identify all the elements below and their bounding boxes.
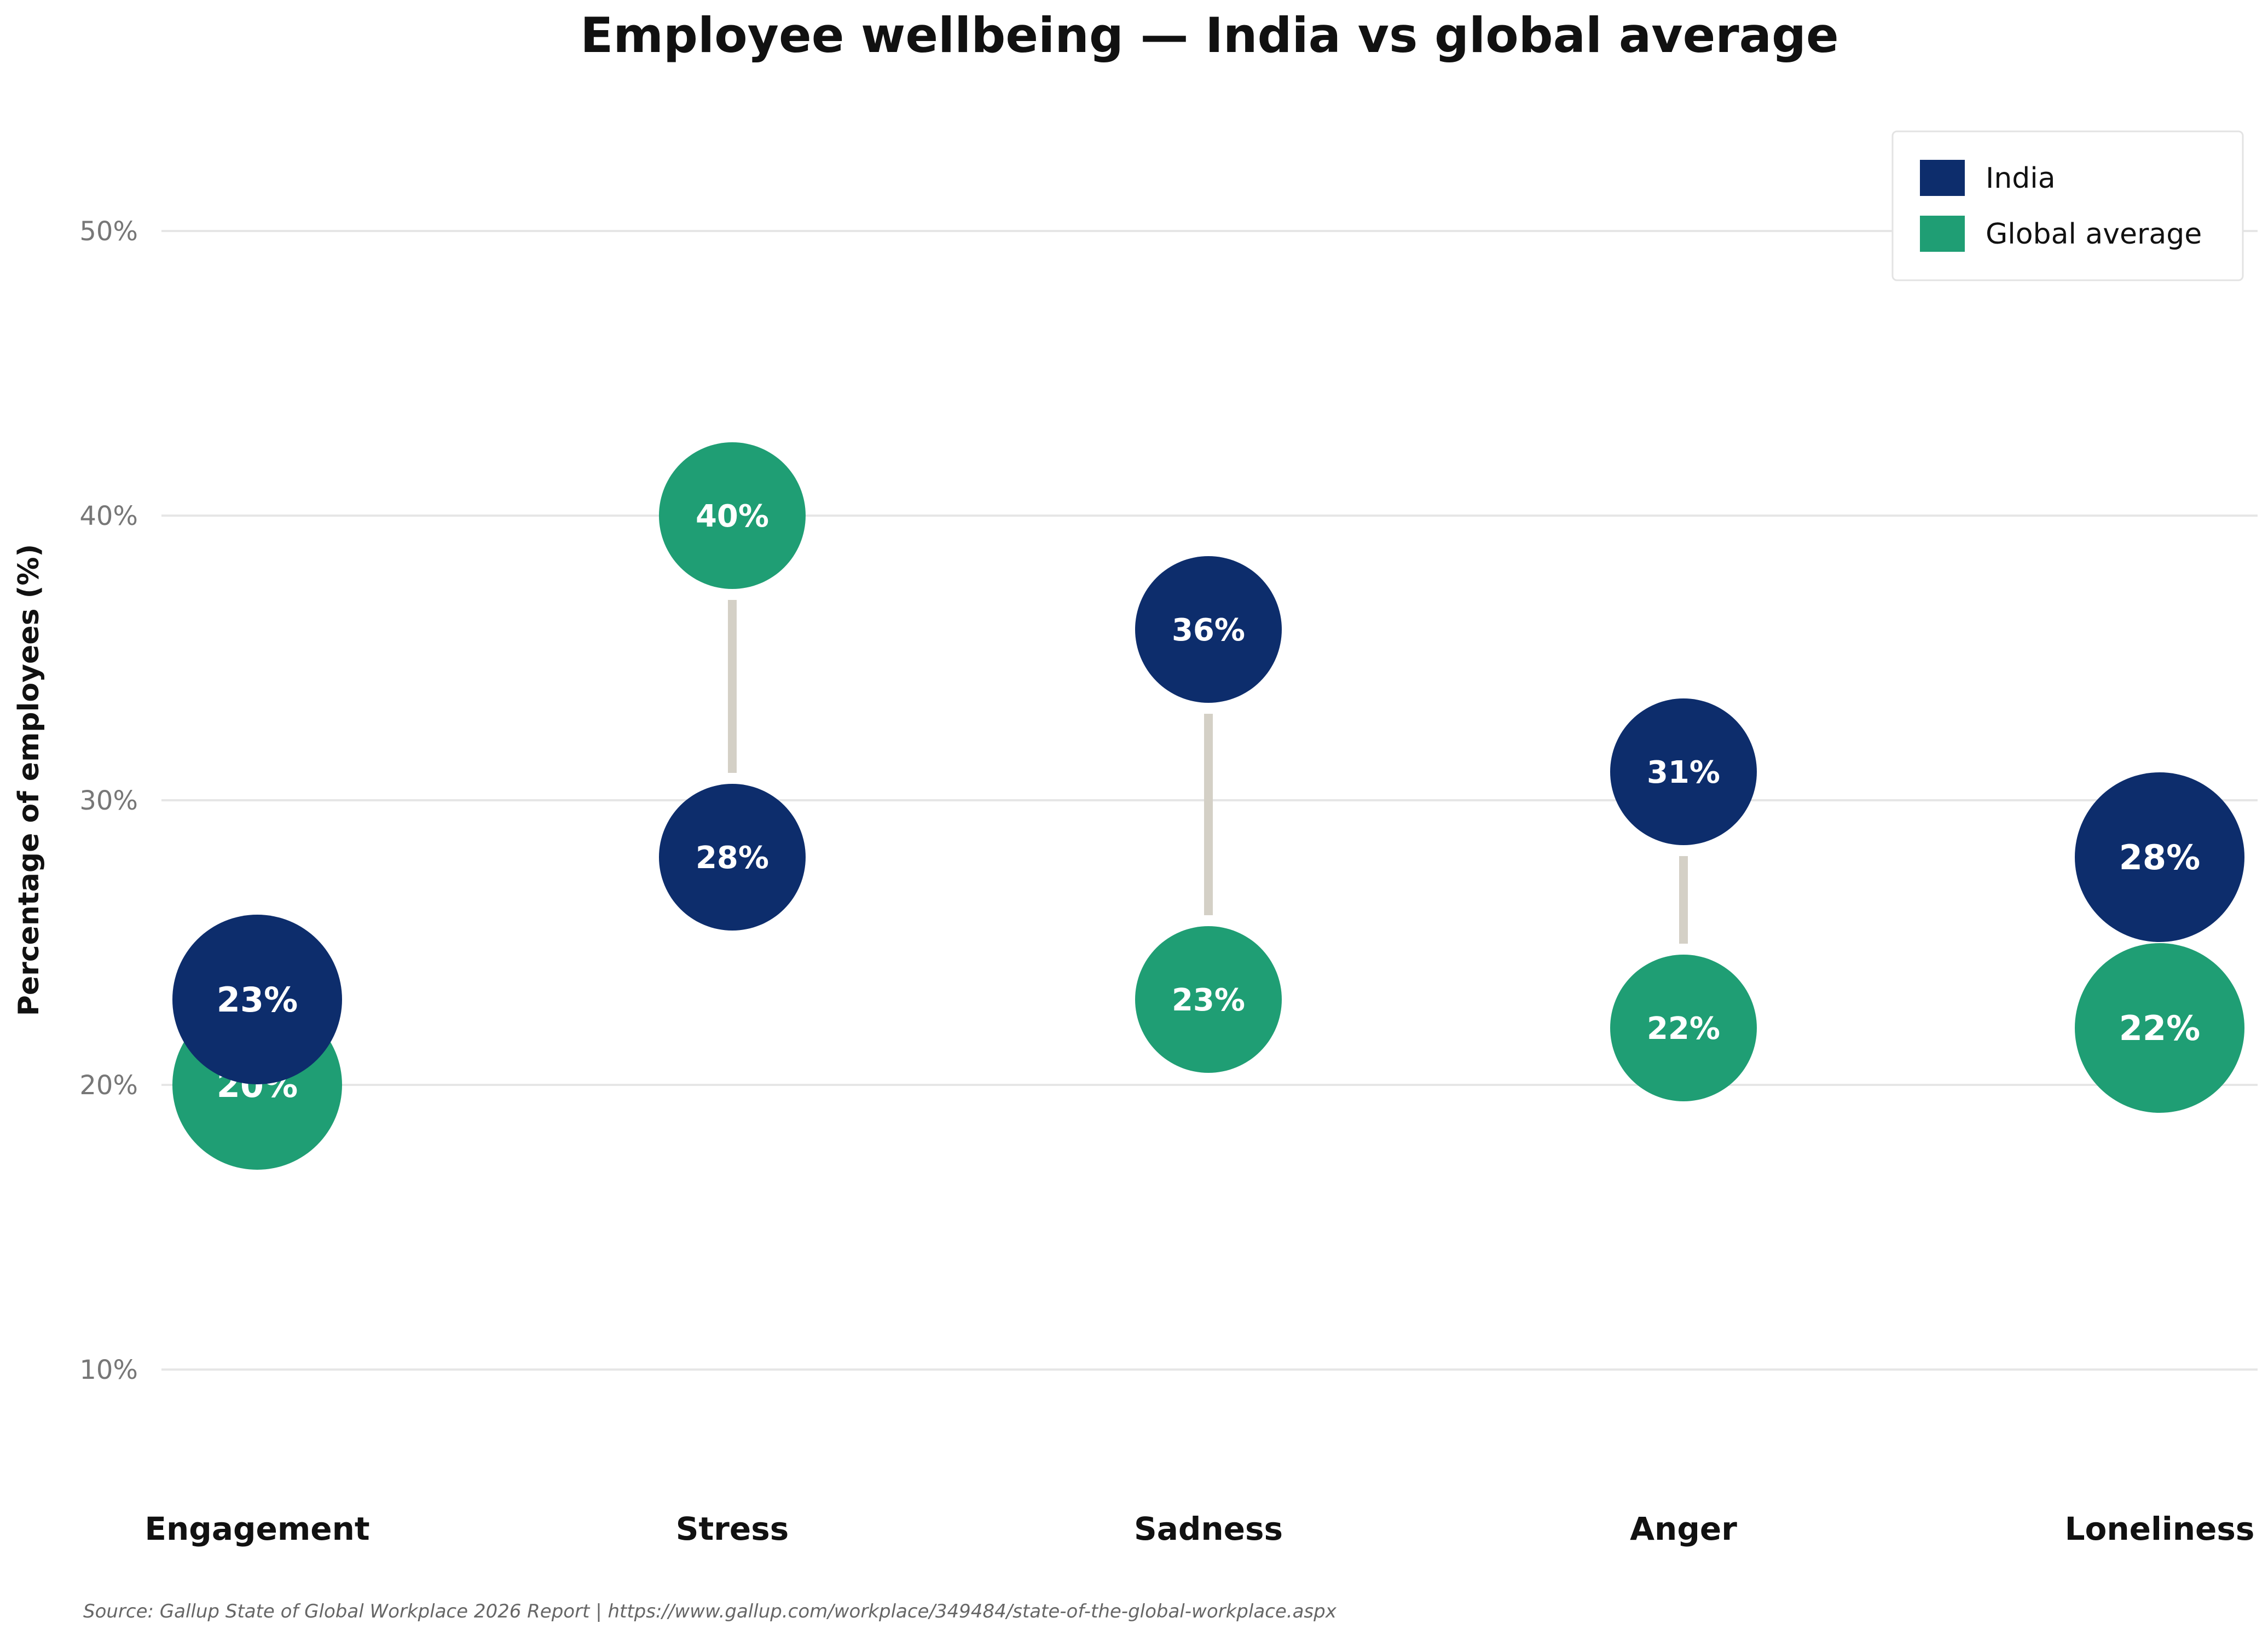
legend-swatch-india [1920, 160, 1965, 196]
y-tick-labels: 10% 20% 30% 40% 50% [79, 216, 138, 1385]
legend-label-global: Global average [1986, 218, 2202, 251]
global-average-point [2075, 943, 2244, 1113]
category-label: Stress [676, 1510, 789, 1547]
global-average-point-label: 40% [696, 499, 769, 534]
y-tick-label: 20% [79, 1070, 138, 1101]
y-tick-label: 50% [79, 216, 138, 247]
india-point-label: 28% [2119, 837, 2200, 877]
india-point [2075, 772, 2244, 942]
india-point [1135, 556, 1282, 703]
india-point-label: 31% [1647, 755, 1720, 790]
category-label: Loneliness [2065, 1510, 2255, 1547]
y-tick-label: 30% [79, 785, 138, 816]
global-average-point-label: 23% [1172, 983, 1245, 1018]
source-note: Source: Gallup State of Global Workplace… [83, 1601, 1337, 1622]
legend-swatch-global [1920, 216, 1965, 252]
india-point-label: 36% [1172, 613, 1245, 648]
y-tick-label: 40% [79, 501, 138, 531]
india-point-label: 23% [217, 980, 298, 1020]
legend: India Global average [1891, 130, 2244, 281]
category-label: Engagement [144, 1510, 369, 1547]
india-point [1610, 698, 1757, 845]
data-points: 20%23%40%28%23%36%22%31%22%28% [172, 442, 2244, 1170]
legend-frame [1891, 130, 2244, 281]
y-tick-label: 10% [79, 1355, 138, 1385]
connectors [728, 600, 1688, 944]
category-label: Sadness [1134, 1510, 1283, 1547]
global-average-point [659, 442, 806, 589]
global-average-point-label: 22% [2119, 1008, 2200, 1048]
category-label: Anger [1630, 1510, 1737, 1547]
india-point [659, 784, 806, 931]
global-average-point [1610, 955, 1757, 1101]
y-axis-label: Percentage of employees (%) [13, 544, 45, 1016]
global-average-point-label: 22% [1647, 1011, 1720, 1047]
india-point-label: 28% [696, 840, 769, 876]
chart-title: Employee wellbeing — India vs global ave… [580, 7, 1838, 63]
india-point [172, 915, 342, 1084]
category-labels: Engagement Stress Sadness Anger Loneliness [144, 1510, 2254, 1547]
global-average-point [1135, 926, 1282, 1073]
legend-label-india: India [1986, 162, 2056, 195]
